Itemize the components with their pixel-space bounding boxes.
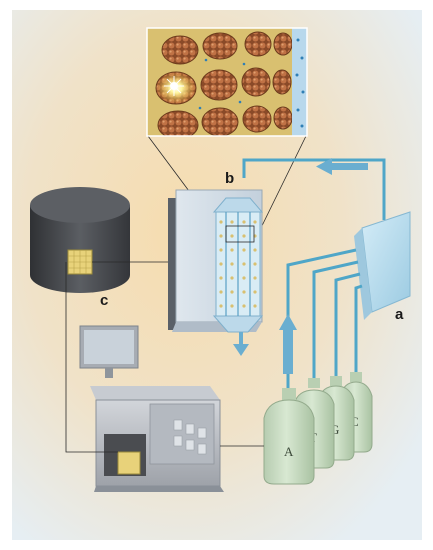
reagent-bottles: C G T A [263, 372, 373, 485]
ccd-camera [30, 187, 130, 293]
instrument-slots [173, 419, 207, 455]
well-array [155, 31, 293, 136]
flow-channel [292, 28, 307, 136]
reagent-molecules [198, 38, 305, 128]
top-tubing [242, 158, 386, 220]
flow-cell-wells [219, 220, 257, 308]
flash-rays [164, 76, 184, 96]
label-a: a [395, 306, 404, 323]
signal-wires [65, 262, 264, 453]
reagent-flow-arrow [279, 314, 297, 374]
fluidics-pump [354, 211, 411, 320]
top-flow-arrow [316, 158, 368, 175]
waste-flow-arrow [233, 332, 249, 356]
label-b: b [225, 170, 234, 187]
instrument-base [90, 386, 224, 492]
bottle-label-a: A [284, 444, 294, 459]
magnified-inset [146, 27, 308, 137]
flow-cell [212, 197, 264, 333]
instrument-chip [117, 451, 141, 475]
bottle-a: A [263, 388, 315, 485]
monitor [79, 325, 139, 378]
bottle-label-g: G [330, 422, 339, 437]
label-c: c [100, 292, 108, 309]
computer-workstation [79, 325, 224, 492]
